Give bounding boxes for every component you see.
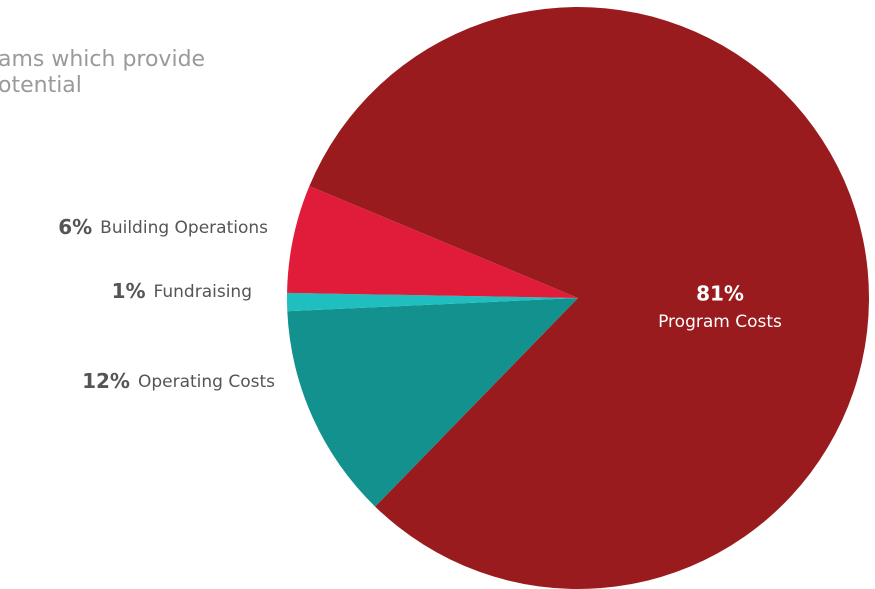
pie-slice — [287, 186, 578, 298]
pie-slice — [287, 298, 578, 507]
slice-label: 6% Building Operations — [58, 215, 268, 239]
pie-slice — [286, 292, 578, 312]
intro-line: ams which provide — [0, 47, 205, 72]
slice-name-label: Operating Costs — [138, 372, 275, 392]
slice-value-label: 81% — [696, 282, 744, 306]
slice-value-label: 6% — [58, 215, 92, 239]
pie-slice — [309, 7, 869, 589]
slice-label: 12% Operating Costs — [82, 369, 275, 393]
slice-name-label: Program Costs — [658, 312, 782, 332]
slice-value-label: 1% — [112, 279, 146, 303]
intro-line: otential — [0, 73, 82, 98]
slice-name-label: Fundraising — [154, 282, 252, 302]
slice-name-label: Building Operations — [100, 218, 268, 238]
slice-label: 1% Fundraising — [112, 279, 252, 303]
slice-value-label: 12% — [82, 369, 130, 393]
